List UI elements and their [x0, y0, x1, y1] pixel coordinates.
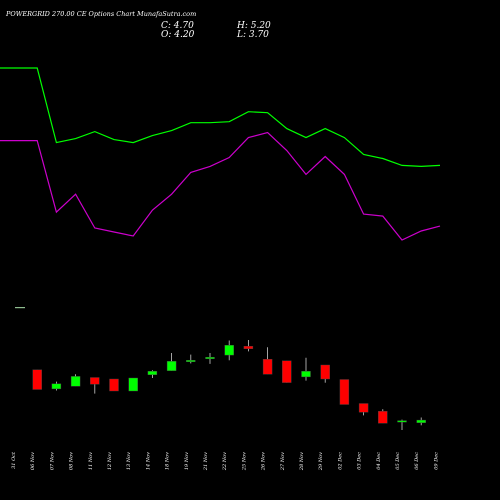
- candle-11-nov: [90, 377, 100, 394]
- candle-02-dec: [339, 379, 350, 405]
- candle-13-nov: [128, 377, 138, 392]
- x-tick-label: 19 Nov: [184, 452, 190, 470]
- candle-05-dec: [397, 419, 407, 430]
- lower-band-line: [0, 131, 441, 241]
- x-tick-label: 13 Nov: [126, 452, 132, 470]
- candle-14-nov: [147, 370, 158, 378]
- candle-body: [282, 360, 292, 383]
- high-label: H: 5.20: [237, 21, 271, 31]
- candle-body: [416, 419, 426, 423]
- candle-04-dec: [378, 409, 388, 424]
- x-tick-label: 06 Dec: [414, 452, 420, 470]
- x-tick-label: 02 Dec: [337, 452, 343, 470]
- close-label: C: 4.70: [161, 21, 194, 31]
- candle-22-nov: [224, 340, 234, 361]
- candle-body: [186, 360, 196, 362]
- candle-19-nov: [186, 354, 196, 364]
- candle-body: [90, 377, 100, 385]
- x-tick-label: 22 Nov: [222, 452, 228, 471]
- candle-body: [301, 371, 311, 378]
- x-tick-label: 27 Nov: [280, 452, 286, 471]
- candle-body: [109, 378, 119, 392]
- upper-band-line: [0, 67, 441, 168]
- x-tick-label: 03 Dec: [357, 452, 363, 470]
- candle-12-nov: [109, 378, 119, 392]
- candle-06-nov: [32, 369, 42, 390]
- candle-28-nov: [301, 357, 311, 381]
- x-tick-label: 21 Nov: [203, 452, 209, 471]
- x-tick-label: 28 Nov: [299, 452, 305, 471]
- candle-26-nov: [262, 347, 273, 375]
- candle-body: [243, 346, 254, 350]
- candle-29-nov: [320, 364, 330, 383]
- x-tick-label: 18 Nov: [165, 452, 171, 470]
- candle-03-dec: [358, 403, 369, 416]
- candle-body: [147, 371, 158, 376]
- x-tick-label: 12 Nov: [107, 452, 113, 470]
- x-axis-labels: 31 Oct 06 Nov 07 Nov 08 Nov 11 Nov 12 Nov 13 N…: [11, 451, 439, 471]
- candle-body: [378, 411, 388, 424]
- candle-06-dec: [416, 417, 426, 426]
- candle-body: [320, 364, 330, 380]
- low-label: L: 3.70: [237, 30, 269, 40]
- candle-08-nov: [70, 374, 81, 387]
- candle-body: [339, 379, 350, 405]
- candle-27-nov: [282, 360, 292, 383]
- candle-body: [128, 377, 138, 392]
- candle-18-nov: [166, 353, 177, 371]
- candle-07-nov: [51, 381, 62, 391]
- x-tick-label: 29 Nov: [318, 452, 324, 471]
- candle-body: [32, 369, 42, 390]
- x-tick-label: 04 Dec: [376, 452, 382, 470]
- candle-body: [51, 383, 62, 390]
- x-tick-label: 31 Oct: [11, 451, 17, 469]
- x-tick-label: 25 Nov: [241, 452, 247, 471]
- x-tick-label: 09 Dec: [433, 452, 439, 470]
- candle-body: [397, 420, 407, 423]
- candle-body: [205, 357, 215, 360]
- candle-body: [358, 403, 369, 413]
- x-tick-label: 08 Nov: [69, 452, 75, 470]
- open-label: O: 4.20: [161, 30, 195, 40]
- x-tick-label: 11 Nov: [88, 452, 94, 470]
- candle-body: [262, 359, 273, 375]
- candle-body: [166, 361, 177, 371]
- candle-body: [224, 345, 234, 356]
- candles: [32, 340, 426, 430]
- x-tick-label: 07 Nov: [49, 452, 55, 470]
- candle-25-nov: [243, 340, 254, 352]
- x-tick-label: 05 Dec: [395, 452, 401, 470]
- x-tick-label: 14 Nov: [145, 452, 151, 470]
- indicator-lines: [0, 67, 441, 309]
- candle-body: [70, 376, 81, 387]
- chart-title: POWERGRID 270.00 CE Options Chart Munafa…: [6, 10, 197, 18]
- x-tick-label: 06 Nov: [30, 452, 36, 470]
- x-tick-label: 26 Nov: [261, 452, 267, 471]
- candle-21-nov: [205, 353, 215, 364]
